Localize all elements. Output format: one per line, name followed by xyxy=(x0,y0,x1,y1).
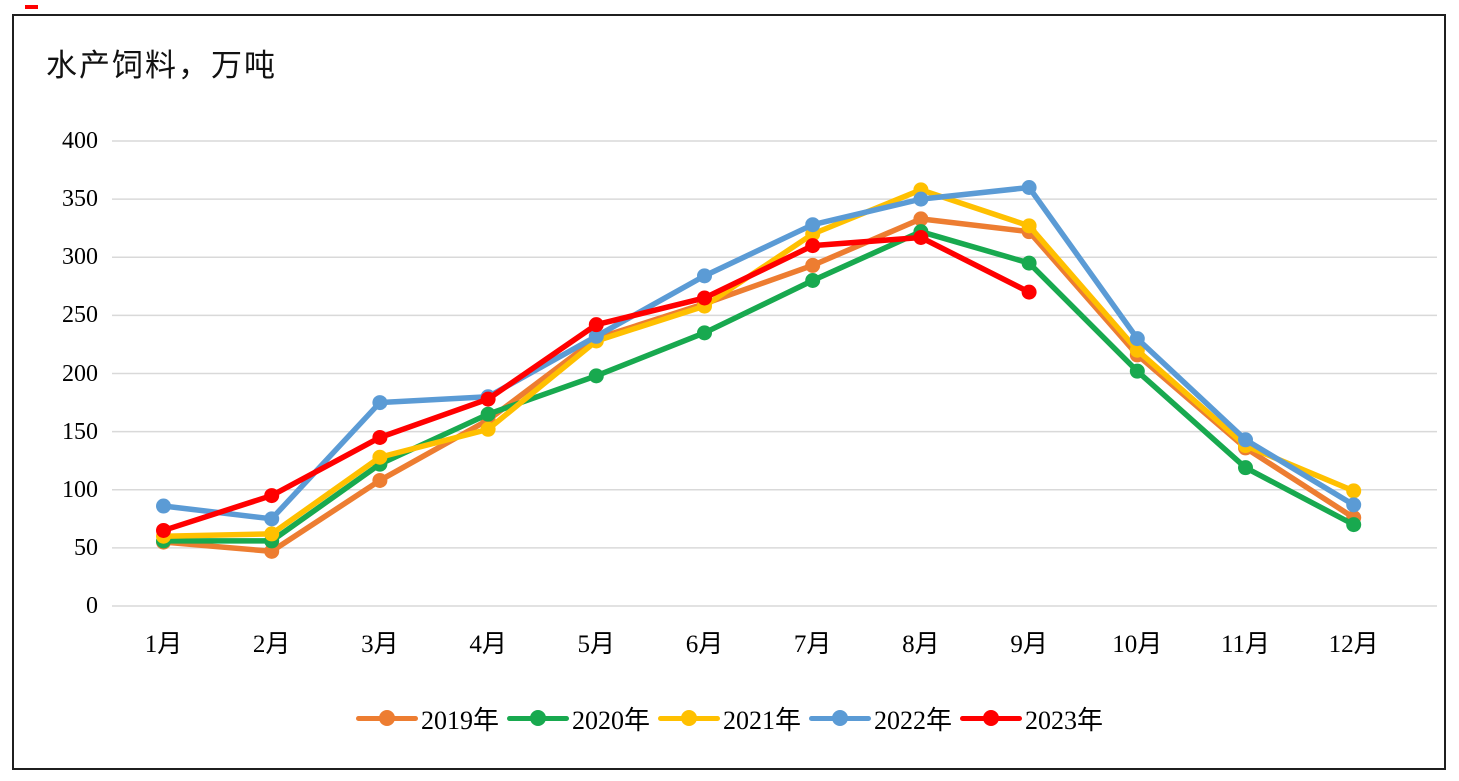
y-tick-label: 300 xyxy=(62,244,98,271)
x-tick-label: 8月 xyxy=(902,631,940,658)
data-point xyxy=(372,449,388,465)
data-point xyxy=(1238,460,1253,476)
legend-label: 2023年 xyxy=(1025,705,1104,735)
data-point xyxy=(372,429,388,445)
legend-item-2021年: 2021年 xyxy=(657,700,801,737)
data-point xyxy=(805,273,821,288)
y-tick-label: 100 xyxy=(62,476,98,503)
x-tick-label: 3月 xyxy=(361,631,399,658)
data-point xyxy=(372,395,388,411)
data-point xyxy=(372,472,388,488)
data-point xyxy=(588,317,604,333)
series-line-2021年 xyxy=(160,187,1357,539)
legend-line-marker-icon xyxy=(355,709,418,727)
legend-item-2020年: 2020年 xyxy=(506,700,650,737)
legend-label: 2022年 xyxy=(874,705,953,735)
data-point xyxy=(264,526,280,542)
legend-line-marker-icon xyxy=(809,709,871,727)
red-artifact-mark xyxy=(25,5,38,9)
data-point xyxy=(588,328,604,344)
x-tick-label: 6月 xyxy=(685,631,724,658)
legend-line-marker-icon xyxy=(657,709,720,727)
data-point xyxy=(805,257,821,273)
data-point xyxy=(480,406,496,422)
series-line-2023年 xyxy=(160,234,1032,534)
data-point xyxy=(805,217,821,233)
data-point xyxy=(913,191,929,207)
x-tick-label: 4月 xyxy=(469,631,507,658)
data-point xyxy=(264,511,280,527)
legend-label: 2019年 xyxy=(420,705,499,735)
legend-line-marker-icon xyxy=(506,709,569,727)
data-point xyxy=(697,290,712,306)
legend-item-2023年: 2023年 xyxy=(960,700,1103,737)
data-point xyxy=(264,488,280,504)
x-tick-label: 9月 xyxy=(1010,631,1048,658)
x-tick-label: 7月 xyxy=(793,631,832,658)
legend-label: 2021年 xyxy=(722,705,801,735)
data-point xyxy=(913,211,929,227)
x-tick-label: 1月 xyxy=(144,631,183,658)
x-tick-label: 12月 xyxy=(1328,631,1379,658)
data-point xyxy=(1346,517,1362,533)
chart-legend: 2019年 2020年 2021年 2022年 2023年 xyxy=(0,699,1459,737)
data-point xyxy=(156,522,171,538)
y-tick-label: 200 xyxy=(62,360,98,387)
data-point xyxy=(480,421,496,437)
y-tick-label: 350 xyxy=(62,186,98,213)
x-tick-label: 2月 xyxy=(252,631,291,658)
data-point xyxy=(588,368,604,384)
data-point xyxy=(1129,342,1145,358)
y-tick-label: 0 xyxy=(86,593,98,619)
data-point xyxy=(1346,483,1362,499)
legend-item-2019年: 2019年 xyxy=(355,700,499,737)
x-tick-label: 10月 xyxy=(1112,631,1163,658)
series-line-2019年 xyxy=(160,216,1357,555)
data-point xyxy=(1021,218,1037,234)
legend-line-marker-icon xyxy=(960,709,1023,727)
data-point xyxy=(1021,284,1037,300)
series-line-2020年 xyxy=(160,228,1357,544)
data-point xyxy=(1129,363,1145,379)
data-point xyxy=(913,229,929,245)
x-tick-label: 5月 xyxy=(577,631,616,658)
legend-label: 2020年 xyxy=(571,705,650,735)
data-point xyxy=(264,543,280,559)
legend-item-2022年: 2022年 xyxy=(809,700,952,737)
data-point xyxy=(1238,432,1253,448)
data-point xyxy=(697,268,712,284)
data-point xyxy=(1021,180,1037,195)
series-line-2022年 xyxy=(160,184,1357,522)
y-tick-label: 400 xyxy=(62,128,98,154)
data-point xyxy=(156,498,171,514)
data-point xyxy=(1021,255,1037,271)
data-point xyxy=(805,238,821,254)
data-point xyxy=(1129,331,1145,347)
chart-title: 水产饲料，万吨 xyxy=(46,48,277,83)
data-point xyxy=(697,325,712,341)
y-tick-label: 50 xyxy=(74,534,98,561)
data-point xyxy=(1346,497,1362,513)
y-tick-label: 250 xyxy=(62,302,98,329)
x-tick-label: 11月 xyxy=(1220,631,1271,658)
y-tick-label: 150 xyxy=(62,418,98,445)
data-point xyxy=(480,391,496,407)
chart-frame xyxy=(12,14,1446,770)
